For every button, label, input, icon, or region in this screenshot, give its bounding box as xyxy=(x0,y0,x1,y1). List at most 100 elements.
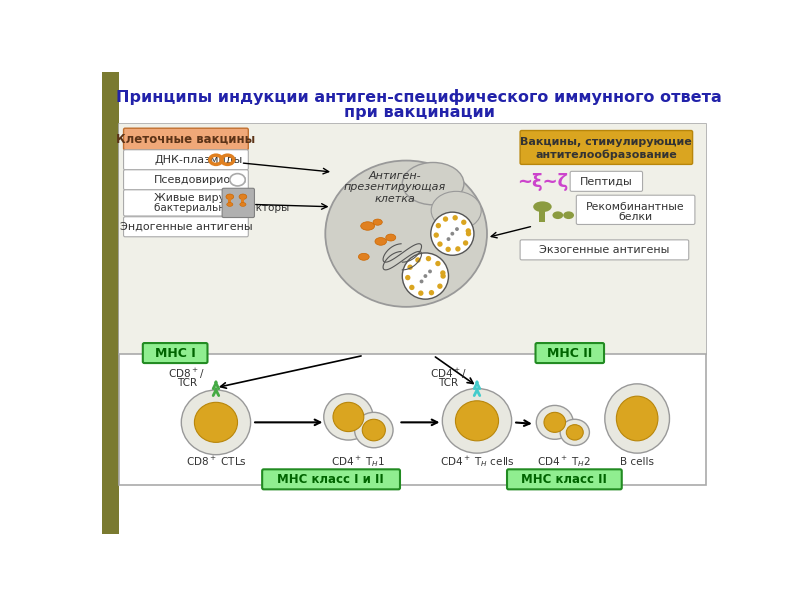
Text: МНС класс II: МНС класс II xyxy=(521,473,607,486)
Ellipse shape xyxy=(386,234,396,241)
FancyBboxPatch shape xyxy=(570,172,642,191)
Circle shape xyxy=(443,217,448,222)
Circle shape xyxy=(434,232,439,238)
Circle shape xyxy=(450,232,454,236)
Circle shape xyxy=(446,237,450,241)
Ellipse shape xyxy=(354,412,393,448)
Circle shape xyxy=(423,274,427,278)
Text: Рекомбинантные: Рекомбинантные xyxy=(586,202,685,212)
Text: TCR: TCR xyxy=(177,378,197,388)
Circle shape xyxy=(466,228,471,233)
Circle shape xyxy=(461,220,466,225)
FancyBboxPatch shape xyxy=(535,343,604,363)
Text: бактериальные векторы: бактериальные векторы xyxy=(154,203,290,212)
Text: CD8$^+$/: CD8$^+$/ xyxy=(168,367,205,381)
FancyBboxPatch shape xyxy=(143,343,207,363)
Ellipse shape xyxy=(534,202,552,212)
Circle shape xyxy=(453,215,458,220)
Text: при вакцинации: при вакцинации xyxy=(344,104,494,119)
Text: CD8$^+$ CTLs: CD8$^+$ CTLs xyxy=(186,455,246,468)
Ellipse shape xyxy=(563,211,574,219)
Text: антителообразование: антителообразование xyxy=(535,149,678,160)
Ellipse shape xyxy=(324,394,373,440)
Ellipse shape xyxy=(226,194,234,199)
Circle shape xyxy=(438,241,442,247)
Circle shape xyxy=(420,280,423,283)
Circle shape xyxy=(446,247,451,252)
Ellipse shape xyxy=(361,222,374,230)
Ellipse shape xyxy=(341,190,387,224)
FancyBboxPatch shape xyxy=(123,170,248,190)
Circle shape xyxy=(440,270,446,275)
FancyBboxPatch shape xyxy=(507,469,622,490)
Ellipse shape xyxy=(431,191,482,230)
FancyBboxPatch shape xyxy=(520,240,689,260)
Ellipse shape xyxy=(375,238,386,245)
FancyBboxPatch shape xyxy=(576,195,695,224)
Circle shape xyxy=(466,231,471,236)
Circle shape xyxy=(418,290,423,296)
Circle shape xyxy=(455,227,459,231)
FancyBboxPatch shape xyxy=(520,131,693,164)
Ellipse shape xyxy=(362,419,386,441)
Ellipse shape xyxy=(226,203,233,206)
Bar xyxy=(119,124,706,485)
Bar xyxy=(242,197,245,203)
Text: CD4$^+$ T$_H$1: CD4$^+$ T$_H$1 xyxy=(331,454,386,469)
Ellipse shape xyxy=(455,401,498,441)
Text: Псевдовирионы: Псевдовирионы xyxy=(154,175,247,185)
Ellipse shape xyxy=(333,403,364,431)
Text: МНС I: МНС I xyxy=(154,347,195,359)
Text: МНС II: МНС II xyxy=(546,347,592,359)
Ellipse shape xyxy=(566,425,583,440)
Bar xyxy=(539,207,545,222)
Circle shape xyxy=(429,290,434,295)
Circle shape xyxy=(438,284,442,289)
Text: Экзогенные антигены: Экзогенные антигены xyxy=(539,245,670,255)
FancyBboxPatch shape xyxy=(222,188,254,218)
Text: Антиген-
презентирующая
клетка: Антиген- презентирующая клетка xyxy=(343,171,446,204)
Ellipse shape xyxy=(616,396,658,441)
Bar xyxy=(102,72,119,534)
Ellipse shape xyxy=(560,419,590,445)
Ellipse shape xyxy=(182,390,250,455)
Circle shape xyxy=(428,269,432,274)
Text: белки: белки xyxy=(618,212,653,222)
Circle shape xyxy=(409,285,414,290)
Text: Принципы индукции антиген-специфического иммунного ответа: Принципы индукции антиген-специфического… xyxy=(116,89,722,104)
FancyBboxPatch shape xyxy=(123,190,248,216)
Text: ДНК-плазмиды: ДНК-плазмиды xyxy=(154,155,242,165)
FancyBboxPatch shape xyxy=(123,150,248,170)
Text: Вакцины, стимулирующие: Вакцины, стимулирующие xyxy=(521,137,692,147)
Circle shape xyxy=(455,246,461,251)
Ellipse shape xyxy=(239,194,246,199)
Ellipse shape xyxy=(230,173,246,186)
Text: Клеточные вакцины: Клеточные вакцины xyxy=(116,133,255,145)
Text: Пептиды: Пептиды xyxy=(580,176,633,187)
Ellipse shape xyxy=(358,253,369,260)
Text: Эндогенные антигены: Эндогенные антигены xyxy=(120,222,252,232)
Text: ~ξ~ζ: ~ξ~ζ xyxy=(517,173,568,191)
Circle shape xyxy=(436,223,441,229)
Circle shape xyxy=(415,257,421,263)
Text: CD4$^+$ T$_H$ cells: CD4$^+$ T$_H$ cells xyxy=(439,454,514,469)
Circle shape xyxy=(402,253,449,299)
Ellipse shape xyxy=(402,163,464,205)
Ellipse shape xyxy=(326,161,487,307)
Circle shape xyxy=(463,240,468,245)
Ellipse shape xyxy=(194,403,238,442)
Bar xyxy=(119,124,706,354)
Ellipse shape xyxy=(442,388,512,453)
Circle shape xyxy=(435,261,441,266)
FancyBboxPatch shape xyxy=(123,128,248,150)
FancyBboxPatch shape xyxy=(262,469,400,490)
Text: CD4$^+$ T$_H$2: CD4$^+$ T$_H$2 xyxy=(537,454,591,469)
FancyBboxPatch shape xyxy=(123,217,248,237)
Ellipse shape xyxy=(544,412,566,433)
Ellipse shape xyxy=(240,203,246,206)
Circle shape xyxy=(405,275,410,280)
Text: B cells: B cells xyxy=(620,457,654,467)
Bar xyxy=(228,197,231,203)
Ellipse shape xyxy=(536,406,574,439)
Text: Живые вирусные: Живые вирусные xyxy=(154,193,254,203)
